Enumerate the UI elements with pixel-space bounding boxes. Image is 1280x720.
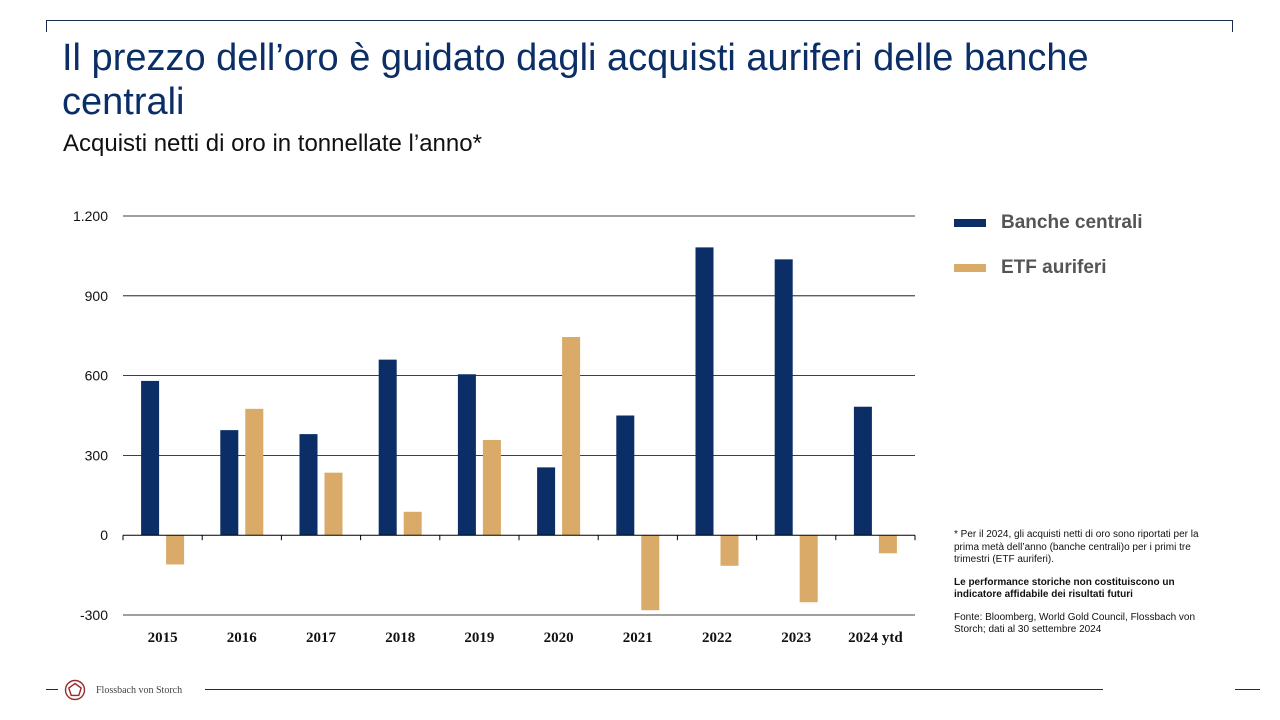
disclaimer: Le performance storiche non costituiscon… bbox=[954, 576, 1175, 601]
legend-label-banche-centrali: Banche centrali bbox=[1001, 212, 1143, 233]
x-tick-label: 2020 bbox=[544, 630, 574, 646]
bar-etf-auriferi bbox=[720, 535, 739, 566]
bar-etf-auriferi bbox=[562, 337, 581, 536]
frame-bottom-right bbox=[1235, 689, 1260, 690]
bar-banche-centrali bbox=[220, 430, 239, 536]
x-tick-label: 2024 ytd bbox=[848, 630, 903, 646]
source-note: Fonte: Bloomberg, World Gold Council, Fl… bbox=[954, 611, 1196, 636]
bar-etf-auriferi bbox=[166, 535, 185, 565]
pentagon-logo-icon bbox=[64, 679, 86, 701]
frame-bottom-left bbox=[46, 689, 58, 690]
legend-item-banche-centrali: Banche centrali bbox=[954, 208, 1143, 238]
y-tick-label: 600 bbox=[85, 368, 109, 384]
bar-etf-auriferi bbox=[799, 535, 818, 603]
bar-banche-centrali bbox=[457, 374, 476, 536]
x-tick-label: 2021 bbox=[623, 630, 653, 646]
x-tick-label: 2019 bbox=[464, 630, 494, 646]
footnote: * Per il 2024, gli acquisti netti di oro… bbox=[954, 529, 1199, 565]
bar-etf-auriferi bbox=[403, 511, 422, 536]
legend-swatch-etf-auriferi bbox=[954, 264, 986, 272]
x-tick-label: 2022 bbox=[702, 630, 732, 646]
bar-etf-auriferi bbox=[641, 535, 660, 611]
frame-right-top bbox=[1232, 20, 1233, 32]
bar-banche-centrali bbox=[774, 259, 793, 536]
bar-banche-centrali bbox=[695, 247, 714, 536]
legend-item-etf-auriferi: ETF auriferi bbox=[954, 253, 1143, 283]
x-tick-label: 2016 bbox=[227, 630, 258, 646]
chart-notes: * Per il 2024, gli acquisti netti di oro… bbox=[954, 529, 1216, 647]
x-tick-label: 2023 bbox=[781, 630, 811, 646]
bar-banche-centrali bbox=[378, 359, 397, 536]
y-tick-label: 300 bbox=[85, 447, 109, 463]
bar-banche-centrali bbox=[616, 415, 635, 536]
legend-label-etf-auriferi: ETF auriferi bbox=[1001, 257, 1107, 278]
x-tick-label: 2017 bbox=[306, 630, 337, 646]
bar-banche-centrali bbox=[537, 467, 556, 536]
chart-legend: Banche centrali ETF auriferi bbox=[954, 208, 1143, 298]
footer-brand: Flossbach von Storch bbox=[96, 685, 183, 696]
legend-swatch-banche-centrali bbox=[954, 219, 986, 227]
x-tick-label: 2018 bbox=[385, 630, 415, 646]
page-title: Il prezzo dell’oro è guidato dagli acqui… bbox=[62, 37, 1089, 123]
bar-banche-centrali bbox=[141, 380, 160, 536]
frame-bottom-line bbox=[205, 689, 1103, 690]
frame-left-top bbox=[46, 20, 47, 32]
y-tick-label: 1.200 bbox=[73, 208, 108, 224]
bar-banche-centrali bbox=[853, 406, 872, 536]
frame-top-line bbox=[46, 20, 1233, 21]
bar-banche-centrali bbox=[299, 434, 318, 536]
bar-etf-auriferi bbox=[245, 408, 264, 536]
x-tick-label: 2015 bbox=[148, 630, 178, 646]
y-tick-label: 0 bbox=[100, 527, 108, 543]
page-subtitle: Acquisti netti di oro in tonnellate l’an… bbox=[63, 130, 482, 157]
bar-etf-auriferi bbox=[482, 439, 501, 536]
bar-etf-auriferi bbox=[878, 535, 897, 554]
bar-etf-auriferi bbox=[324, 472, 343, 536]
y-tick-label: -300 bbox=[80, 607, 108, 623]
y-tick-label: 900 bbox=[85, 288, 109, 304]
